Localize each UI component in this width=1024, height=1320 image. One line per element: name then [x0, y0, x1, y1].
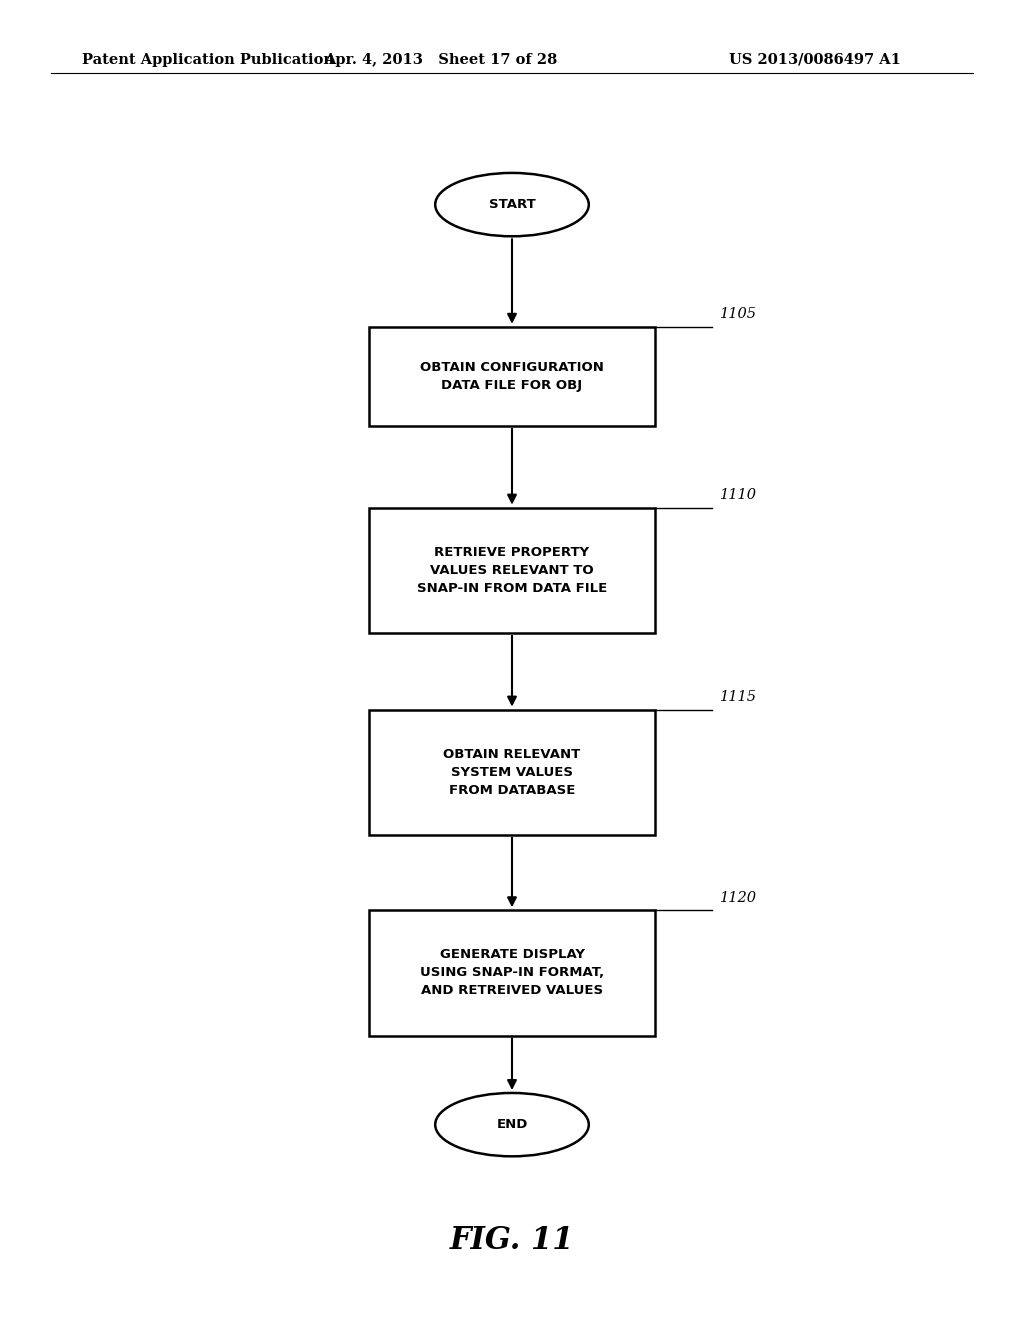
- Text: US 2013/0086497 A1: US 2013/0086497 A1: [729, 53, 901, 67]
- FancyBboxPatch shape: [369, 327, 655, 425]
- Ellipse shape: [435, 1093, 589, 1156]
- Text: GENERATE DISPLAY
USING SNAP-IN FORMAT,
AND RETREIVED VALUES: GENERATE DISPLAY USING SNAP-IN FORMAT, A…: [420, 948, 604, 998]
- FancyBboxPatch shape: [369, 710, 655, 836]
- Text: END: END: [497, 1118, 527, 1131]
- Text: FIG. 11: FIG. 11: [450, 1225, 574, 1257]
- FancyBboxPatch shape: [369, 911, 655, 1035]
- Text: START: START: [488, 198, 536, 211]
- Text: 1115: 1115: [720, 690, 757, 705]
- Ellipse shape: [435, 173, 589, 236]
- Text: OBTAIN CONFIGURATION
DATA FILE FOR OBJ: OBTAIN CONFIGURATION DATA FILE FOR OBJ: [420, 360, 604, 392]
- Text: Patent Application Publication: Patent Application Publication: [82, 53, 334, 67]
- Text: 1110: 1110: [720, 488, 757, 503]
- Text: RETRIEVE PROPERTY
VALUES RELEVANT TO
SNAP-IN FROM DATA FILE: RETRIEVE PROPERTY VALUES RELEVANT TO SNA…: [417, 545, 607, 595]
- Text: OBTAIN RELEVANT
SYSTEM VALUES
FROM DATABASE: OBTAIN RELEVANT SYSTEM VALUES FROM DATAB…: [443, 747, 581, 797]
- Text: 1105: 1105: [720, 308, 757, 322]
- Text: 1120: 1120: [720, 891, 757, 906]
- Text: Apr. 4, 2013   Sheet 17 of 28: Apr. 4, 2013 Sheet 17 of 28: [324, 53, 557, 67]
- FancyBboxPatch shape: [369, 508, 655, 634]
